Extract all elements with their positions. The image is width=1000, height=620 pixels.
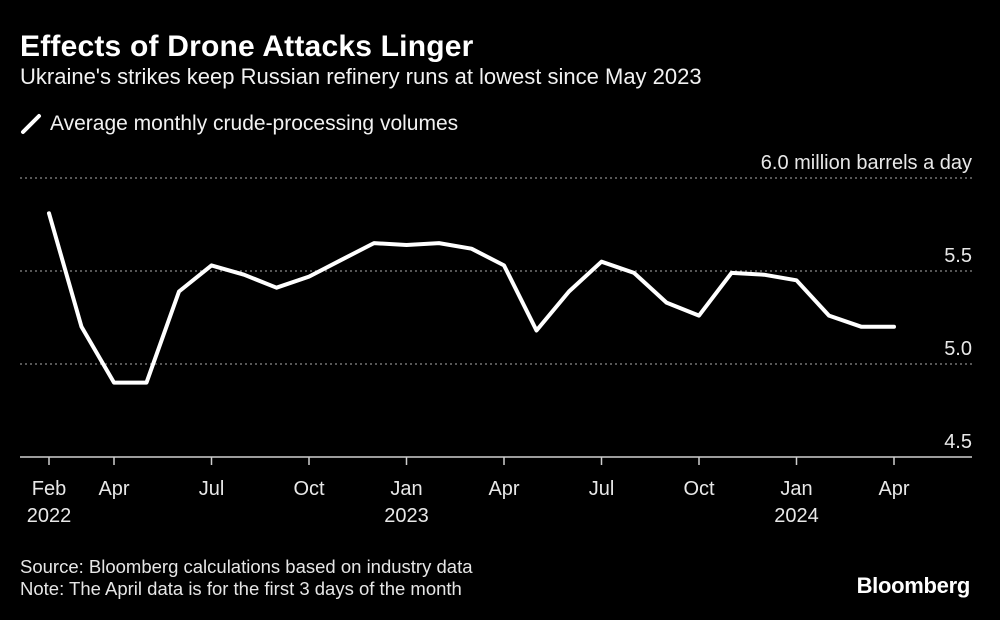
x-tick-year-label: 2024 xyxy=(774,505,819,527)
y-tick-label: 5.0 xyxy=(944,338,972,360)
footnote: Source: Bloomberg calculations based on … xyxy=(20,556,473,600)
x-tick-label: Jan xyxy=(390,478,422,500)
x-tick-label: Jul xyxy=(199,478,225,500)
grid-layer xyxy=(20,177,972,365)
x-tick-label: Oct xyxy=(683,478,715,500)
x-tick-label: Oct xyxy=(293,478,325,500)
bloomberg-logo: Bloomberg xyxy=(856,573,971,598)
y-tick-label: 5.5 xyxy=(944,245,972,267)
x-tick-label: Apr xyxy=(878,478,909,500)
y-tick-label: 4.5 xyxy=(944,431,972,453)
legend-label: Average monthly crude-processing volumes xyxy=(50,112,459,135)
series-line xyxy=(47,211,896,385)
x-tick-label: Feb xyxy=(32,478,66,500)
x-tick-label: Apr xyxy=(98,478,129,500)
diagonal-line-icon xyxy=(20,113,42,135)
source-text: Source: Bloomberg calculations based on … xyxy=(20,556,473,577)
note-text: Note: The April data is for the first 3 … xyxy=(20,578,462,599)
x-tick-year-label: 2022 xyxy=(27,505,72,527)
y-axis: 4.5 5.0 5.5 6.0 million barrels a day xyxy=(761,152,972,453)
chart-subtitle: Ukraine's strikes keep Russian refinery … xyxy=(20,64,702,89)
x-tick-label: Apr xyxy=(488,478,519,500)
x-axis xyxy=(20,456,972,465)
x-tick-year-label: 2023 xyxy=(384,505,429,527)
chart-title: Effects of Drone Attacks Linger xyxy=(20,30,474,63)
x-tick-label: Jan xyxy=(780,478,812,500)
legend: Average monthly crude-processing volumes xyxy=(20,112,458,136)
x-tick-label: Jul xyxy=(589,478,615,500)
x-tick-labels: Feb 2022 Apr Jul Oct Jan 2023 Apr Jul Oct Jan 2024 A… xyxy=(27,478,910,527)
series-layer xyxy=(47,211,896,385)
y-tick-label: 6.0 million barrels a day xyxy=(761,152,972,174)
